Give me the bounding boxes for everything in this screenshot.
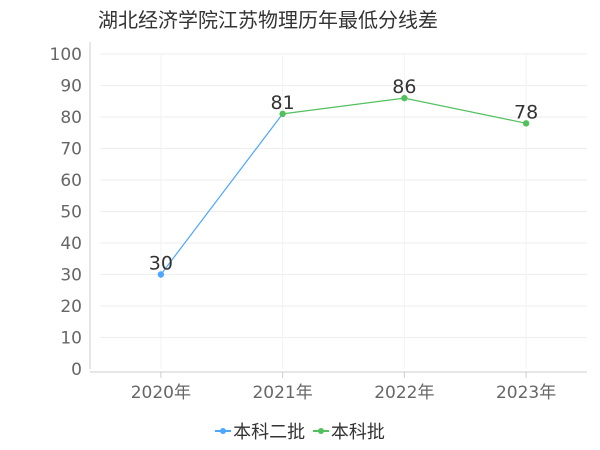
legend: 本科二批 本科批 — [0, 418, 600, 444]
legend-label-series-2: 本科批 — [330, 422, 385, 443]
y-tick-label-10: 10 — [60, 329, 82, 349]
data-label-1: 81 — [271, 92, 295, 114]
x-tick-label-2: 2022年 — [374, 383, 434, 403]
legend-item-series-2[interactable]: 本科批 — [312, 418, 385, 444]
x-tick-label-0: 2020年 — [131, 383, 191, 403]
data-label-0: 30 — [149, 253, 173, 275]
y-tick-label-40: 40 — [60, 234, 82, 254]
x-tick-label-1: 2021年 — [252, 383, 312, 403]
data-label-2: 86 — [392, 76, 416, 98]
legend-item-series-1[interactable]: 本科二批 — [215, 418, 305, 444]
y-tick-label-60: 60 — [60, 171, 82, 191]
legend-label-series-1: 本科二批 — [233, 422, 306, 443]
data-point-series-2-2 — [401, 94, 408, 102]
data-point-series-2-3 — [522, 120, 530, 127]
legend-marker-series-2 — [312, 426, 329, 436]
y-tick-label-100: 100 — [50, 45, 82, 65]
data-point-series-1-0 — [157, 271, 165, 278]
y-tick-label-70: 70 — [60, 140, 82, 160]
data-point-series-2-1 — [279, 110, 286, 118]
y-tick-label-0: 0 — [71, 360, 82, 380]
y-tick-label-30: 30 — [60, 266, 82, 286]
y-tick-label-20: 20 — [60, 297, 82, 317]
y-tick-label-90: 90 — [60, 77, 82, 97]
x-tick-label-3: 2023年 — [496, 383, 556, 403]
chart-title: 湖北经济学院江苏物理历年最低分线差 — [98, 8, 438, 32]
y-tick-label-50: 50 — [60, 203, 82, 223]
data-label-3: 78 — [514, 101, 538, 123]
legend-marker-series-1 — [215, 426, 232, 436]
y-tick-label-80: 80 — [60, 108, 82, 128]
series-connector-line — [160, 113, 284, 275]
